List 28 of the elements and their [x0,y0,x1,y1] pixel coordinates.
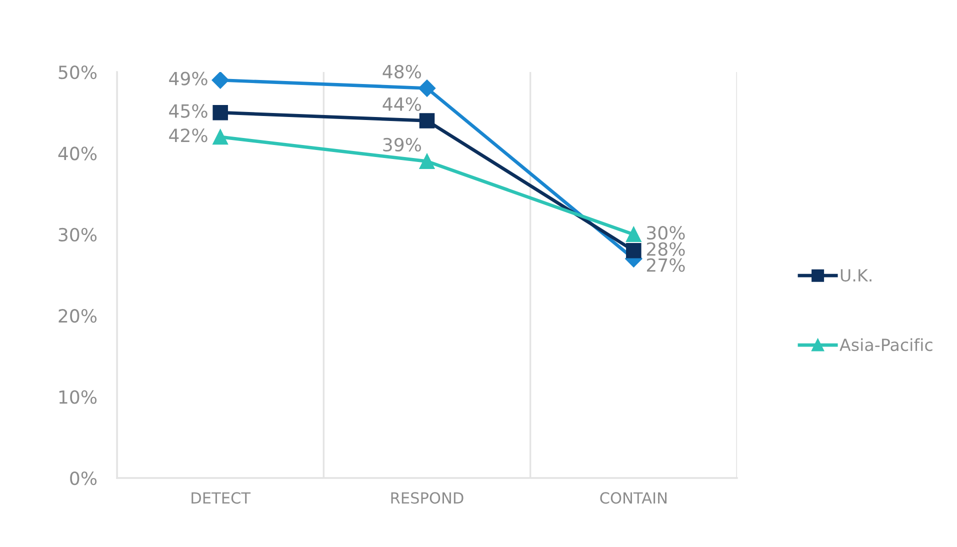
y-tick-label: 20% [58,309,97,323]
data-label: 28% [646,242,685,256]
point [626,226,642,242]
data-label: 39% [383,138,422,152]
data-label: 44% [382,97,422,111]
point [212,72,229,89]
point [626,243,642,258]
x-tick-label: DETECT [192,492,251,504]
data-label: 48% [382,64,422,78]
point [212,104,228,120]
point [418,80,436,97]
y-tick-label: 10% [59,390,97,404]
data-label: 49% [169,72,208,86]
data-label: 45% [169,104,208,118]
legend-label: Asia-Pacific [840,338,932,352]
x-tick-label: RESPOND [391,492,464,504]
legend-label: U.K. [840,269,872,282]
y-tick-label: 0% [70,471,97,486]
data-label: 27% [646,258,685,272]
y-tick-label: 30% [58,228,97,242]
y-tick-label: 40% [58,146,97,160]
point [212,129,228,145]
data-label: 42% [169,128,208,142]
point [419,154,435,169]
y-tick-label: 50% [58,65,97,80]
x-tick-label: CONTAIN [600,492,666,504]
point [419,113,435,128]
data-label: 30% [647,226,685,240]
